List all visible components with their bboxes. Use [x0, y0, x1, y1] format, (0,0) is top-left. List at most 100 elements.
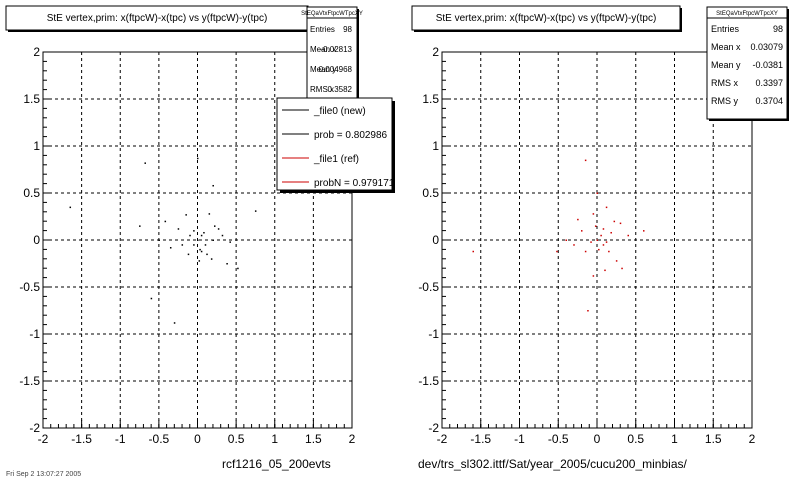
y-tick-label: -1.5 — [19, 374, 40, 388]
grid — [442, 52, 752, 428]
data-point — [203, 231, 205, 234]
chart-title: StE vertex,prim: x(ftpcW)-x(tpc) vs y(ft… — [436, 13, 657, 24]
data-point — [254, 210, 257, 212]
stats-label: Mean x — [310, 45, 336, 54]
stats-label: Mean y — [310, 65, 336, 74]
x-tick-label: -2 — [38, 432, 49, 446]
chart-title: StE vertex,prim: x(ftpcW)-x(tpc) vs y(ft… — [47, 13, 268, 24]
x-tick-label: 0 — [194, 432, 201, 446]
x-tick-label: 1.5 — [305, 432, 322, 446]
x-tick-label: 1 — [671, 432, 678, 446]
stats-value: 98 — [343, 25, 352, 34]
data-point — [643, 230, 645, 232]
data-point — [610, 231, 612, 234]
stats-value: -0.0381 — [752, 60, 783, 70]
data-point — [615, 260, 618, 262]
data-point — [198, 260, 201, 262]
data-point — [598, 248, 600, 251]
data-point — [608, 250, 610, 253]
data-point — [226, 263, 228, 265]
data-points — [69, 157, 257, 324]
x-axis: -2 -1.5 -1 -0.5 0 0.5 1 1.5 2 — [437, 420, 756, 446]
x-axis: -2 -1.5 -1 -0.5 0 0.5 1 1.5 2 — [38, 420, 356, 446]
x-tick-label: -1.5 — [71, 432, 92, 446]
data-point — [604, 269, 606, 272]
stats-value: 0.3704 — [755, 96, 783, 106]
stats-label: Entries — [711, 24, 740, 34]
y-tick-label: -2 — [428, 421, 439, 435]
data-point — [69, 206, 72, 209]
data-point — [565, 239, 567, 241]
stats-label: Entries — [310, 25, 335, 34]
data-point — [592, 213, 595, 215]
legend-label: _file1 (ref) — [313, 154, 359, 165]
stats-value: 0.3582 — [328, 85, 353, 94]
stats-value: 0.03079 — [750, 42, 783, 52]
data-point — [613, 220, 616, 223]
data-point — [210, 258, 213, 260]
data-point — [472, 250, 474, 253]
legend-label: probN = 0.979171 — [314, 178, 395, 189]
x-tick-label: 1 — [271, 432, 278, 446]
x-tick-label: -1.5 — [470, 432, 491, 446]
data-point — [189, 234, 191, 237]
data-point — [164, 220, 167, 223]
data-point — [144, 162, 146, 164]
data-point — [605, 241, 608, 243]
y-tick-label: -0.5 — [418, 280, 439, 294]
data-point — [556, 250, 558, 253]
x-tick-label: 2 — [749, 432, 756, 446]
stats-label: Mean y — [711, 60, 741, 70]
data-point — [169, 247, 172, 249]
y-tick-label: -1.5 — [418, 374, 439, 388]
stats-box — [706, 6, 788, 120]
chart-footer: rcf1216_05_200evts — [222, 457, 331, 471]
data-point — [594, 225, 597, 227]
y-tick-label: -2 — [29, 421, 40, 435]
x-tick-label: 1.5 — [705, 432, 722, 446]
stats-value: -0.02813 — [320, 45, 352, 54]
y-tick-label: 0.5 — [422, 186, 439, 200]
data-point — [139, 225, 141, 227]
legend-label: prob = 0.802986 — [314, 130, 388, 141]
x-tick-label: 0.5 — [228, 432, 245, 446]
stats-header: StEQaVtxFtpcWTpcXY — [301, 11, 363, 17]
data-point — [181, 244, 184, 246]
data-point — [596, 192, 598, 194]
data-point — [602, 244, 605, 246]
data-point — [212, 239, 214, 241]
y-tick-label: 1 — [432, 139, 439, 153]
data-point — [587, 310, 589, 312]
data-point — [177, 228, 180, 230]
data-point — [185, 214, 187, 216]
legend-label: _file0 (new) — [313, 106, 366, 117]
stats-value: 98 — [773, 24, 783, 34]
data-point — [173, 322, 176, 324]
data-point — [619, 222, 622, 225]
y-tick-label: 1.5 — [23, 92, 40, 106]
chart-0: -2 -1.5 -1 -0.5 0 0.5 1 1.5 2 2 1.5 1 0.5 0 -0.5 -1 -1.5… — [5, 5, 395, 471]
legend-box — [276, 97, 393, 191]
data-point — [150, 297, 153, 300]
data-point — [199, 248, 201, 251]
data-point — [197, 239, 199, 241]
data-point — [600, 234, 602, 237]
data-point — [193, 244, 195, 246]
y-tick-label: 2 — [432, 45, 439, 59]
stats-value: 0.004968 — [319, 65, 353, 74]
data-point — [602, 228, 605, 230]
data-point — [584, 159, 587, 162]
stats-label: RMS x — [310, 85, 334, 94]
stats-label: RMS y — [711, 96, 739, 106]
chart-footer: dev/trs_sl302.ittf/Sat/year_2005/cucu200… — [418, 457, 687, 471]
y-tick-label: 0.5 — [23, 186, 40, 200]
data-point — [229, 241, 231, 243]
y-tick-label: -0.5 — [19, 280, 40, 294]
y-axis: 2 1.5 1 0.5 0 -0.5 -1 -1.5 -2 — [418, 45, 450, 435]
x-tick-label: -1 — [115, 432, 126, 446]
data-point — [187, 253, 190, 256]
data-point — [596, 239, 598, 241]
title-box — [5, 5, 309, 31]
y-tick-label: 2 — [33, 45, 40, 59]
